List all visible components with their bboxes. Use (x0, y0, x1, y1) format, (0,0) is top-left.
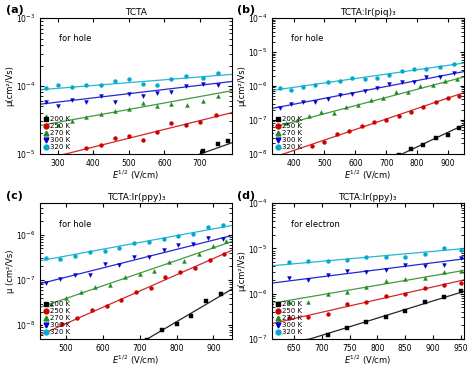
Text: (d): (d) (237, 191, 255, 201)
Title: TCTA:Ir(piq)₃: TCTA:Ir(piq)₃ (340, 8, 396, 18)
Y-axis label: μ (cm²/Vs): μ (cm²/Vs) (6, 249, 15, 293)
Legend: 200 K, 250 K, 270 K, 300 K, 320 K: 200 K, 250 K, 270 K, 300 K, 320 K (42, 115, 72, 151)
X-axis label: $E^{1/2}$ (V/cm): $E^{1/2}$ (V/cm) (344, 354, 392, 367)
Legend: 200 K, 250 K, 270 K, 300 K, 320 K: 200 K, 250 K, 270 K, 300 K, 320 K (274, 115, 303, 151)
Text: (a): (a) (6, 6, 23, 15)
Title: TCTA: TCTA (125, 8, 147, 18)
Text: for hole: for hole (291, 34, 323, 43)
X-axis label: $E^{1/2}$ (V/cm): $E^{1/2}$ (V/cm) (344, 169, 392, 182)
Text: for hole: for hole (59, 220, 92, 229)
Y-axis label: μ(cm²/Vs): μ(cm²/Vs) (237, 66, 246, 106)
Text: for electron: for electron (291, 220, 340, 229)
X-axis label: $E^{1/2}$ (V/cm): $E^{1/2}$ (V/cm) (112, 169, 160, 182)
Title: TCTA:Ir(ppy)₃: TCTA:Ir(ppy)₃ (338, 194, 397, 203)
Y-axis label: μ(cm²/Vs): μ(cm²/Vs) (237, 251, 246, 291)
X-axis label: $E^{1/2}$ (V/cm): $E^{1/2}$ (V/cm) (112, 354, 160, 367)
Y-axis label: μ(cm²/Vs): μ(cm²/Vs) (6, 66, 15, 106)
Legend: 200 K, 250 K, 270 K, 300 K, 320 K: 200 K, 250 K, 270 K, 300 K, 320 K (274, 300, 303, 337)
Text: for hole: for hole (59, 34, 92, 43)
Text: (b): (b) (237, 6, 255, 15)
Text: (c): (c) (6, 191, 23, 201)
Legend: 200 K, 250 K, 270 K, 300 K, 320 K: 200 K, 250 K, 270 K, 300 K, 320 K (42, 300, 72, 337)
Title: TCTA:Ir(ppy)₃: TCTA:Ir(ppy)₃ (107, 194, 165, 203)
